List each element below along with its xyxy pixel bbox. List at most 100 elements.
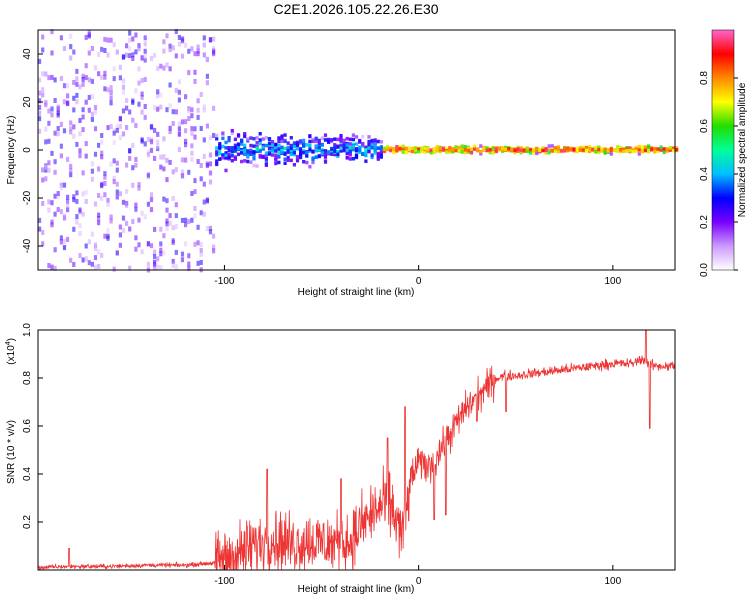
spectrogram-cell [165,198,169,204]
spectrogram-cell [286,158,290,162]
spectrogram-cell [72,262,76,267]
colorbar-tick-label: 0.4 [699,167,710,181]
spectrogram-cell [41,71,45,77]
spectrogram-cell [59,209,63,215]
spectrogram-cell [532,151,536,155]
spectrogram-cell [289,143,293,148]
spectrogram-cell [75,190,79,196]
spectrogram-cell [137,182,141,188]
spectrogram-cell [153,254,157,259]
spectrogram-cell [50,106,54,112]
spectrogram-cell [376,157,380,161]
spectrogram-cell [236,142,241,146]
spectrogram-cell [252,150,256,155]
spectrogram-cell [401,150,405,154]
spectrogram-cell [121,84,126,90]
spectrogram-cell [354,148,359,153]
spectrogram-cell [606,149,610,153]
spectrogram-cell [66,207,70,213]
spectrogram-cell [205,56,209,62]
spectrogram-cell [333,143,337,147]
spectrogram-cell [616,149,620,153]
spectrogram-cell [146,152,150,158]
spectrogram-cell [84,153,88,159]
spectrogram-cell [258,149,262,153]
spectrogram-cell [345,148,349,153]
spectrogram-cell [233,146,237,150]
spectrogram-cell [193,189,197,195]
spectrogram-cell [271,150,275,154]
spectrogram-cell [299,147,303,151]
spectrogram-cell [382,149,387,154]
spectrogram-cell [78,223,82,229]
spectrogram-cell [56,194,60,200]
spectrogram-cell [215,133,219,138]
spectrogram-cell [165,158,169,163]
spectrogram-cell [47,160,51,166]
spectrogram-cell [69,257,73,263]
spectrogram-cell [659,148,663,152]
spectrogram-cell [258,138,262,142]
spectrogram-cell [199,210,203,216]
spectrogram-cell [59,239,63,245]
spectrogram-cell [69,129,73,135]
spectrogram-cell [168,159,172,165]
spectrogram-cell [140,78,144,83]
spectrogram-cell [93,109,98,115]
spectrogram-cell [218,149,222,153]
spectrogram-cell [159,226,163,232]
spectrogram-cell [367,149,371,153]
spectrogram-cell [100,139,104,145]
spectrogram-cell [342,148,346,153]
spectrogram-cell [280,139,284,144]
spectrogram-cell [314,149,318,153]
spectrogram-cell [180,157,185,163]
spectrogram-cell [165,226,169,232]
spectrogram-cell [333,137,337,141]
snr-line-group [37,329,676,571]
spectrogram-cell [261,155,265,159]
spectrogram-cell [97,142,101,148]
spectrogram-cell [379,147,383,151]
spectrogram-cell [292,144,296,148]
spectrogram-cell [41,230,45,235]
spectrogram-cell [125,125,129,130]
spectrogram-cell [215,159,219,163]
spectrogram-cell [274,156,278,160]
spectrogram-cell [401,144,405,149]
spectrogram-cell [283,161,287,165]
spectrogram-cell [619,148,623,152]
spectrogram-cell [125,43,129,49]
spectrogram-cell [414,150,418,154]
spectrogram-cell [299,139,303,143]
spectrogram-cell [292,163,296,167]
spectrogram-cell [395,145,399,149]
spectrogram-cell [165,207,169,213]
spectrogram-cell [339,144,343,148]
spectrogram-cell [236,144,241,148]
spectrogram-y-tick-label: -20 [22,190,33,205]
spectrogram-cell [653,150,657,154]
spectrogram-cell [274,142,278,147]
spectrogram-cell [125,52,129,58]
spectrogram-cell [345,143,349,147]
spectrogram-cell [196,107,200,113]
spectrogram-cell [165,177,169,183]
spectrogram-cell [255,136,259,140]
spectrogram-cell [227,136,231,140]
spectrogram-cell [420,146,424,150]
spectrogram-cell [640,145,644,149]
spectrogram-cell [246,149,250,153]
spectrogram-cell [44,176,48,182]
colorbar-gradient [711,29,735,271]
spectrogram-cell [84,141,88,147]
spectrogram-cell [193,178,197,184]
spectrogram-cell [205,123,209,129]
spectrogram-cell [429,151,433,155]
spectrogram-cell [75,81,79,87]
spectrogram-cell [140,109,144,115]
spectrogram-cell [140,249,144,255]
spectrogram-cell [221,144,225,149]
spectrogram-cell [522,148,526,152]
snr-scale-label: (x104) [5,338,17,365]
